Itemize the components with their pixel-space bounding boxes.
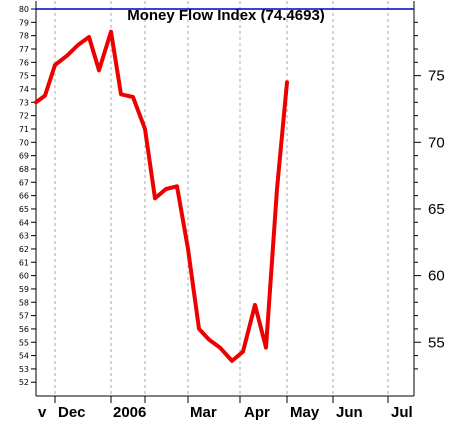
left-tick-label: 57 xyxy=(19,312,29,321)
left-tick-label: 55 xyxy=(19,338,29,347)
left-tick-label: 72 xyxy=(19,112,29,121)
right-tick-label: 75 xyxy=(428,68,445,85)
x-tick-label: Jun xyxy=(336,404,363,421)
right-tick-label: 55 xyxy=(428,334,445,351)
left-tick-label: 79 xyxy=(19,18,29,27)
x-tick-label: Mar xyxy=(190,404,217,421)
left-axis-ticks: 52 53 54 55 56 57 58 59 60 61 62 63 64 65 66 67 68 69 70 71… xyxy=(19,5,36,387)
left-tick-label: 59 xyxy=(19,285,29,294)
left-tick-label: 71 xyxy=(19,125,29,134)
x-tick-label: Dec xyxy=(58,404,86,421)
left-tick-label: 76 xyxy=(19,58,29,67)
chart-title: Money Flow Index (74.4693) xyxy=(127,7,325,24)
right-tick-label: 70 xyxy=(428,134,445,151)
left-tick-label: 63 xyxy=(19,232,29,241)
left-tick-label: 56 xyxy=(19,325,29,334)
right-axis-ticks: 55 60 65 70 75 xyxy=(414,21,445,370)
left-tick-label: 53 xyxy=(19,365,29,374)
x-tick-label: May xyxy=(290,404,320,421)
left-tick-label: 77 xyxy=(19,45,29,54)
plot-area xyxy=(36,1,414,396)
left-tick-label: 74 xyxy=(19,85,29,94)
x-tick-label: Jul xyxy=(391,404,413,421)
left-tick-label: 66 xyxy=(19,192,29,201)
series-line xyxy=(34,29,289,363)
left-tick-label: 78 xyxy=(19,32,29,41)
x-tick-label: 2006 xyxy=(113,404,146,421)
left-tick-label: 75 xyxy=(19,72,29,81)
x-tick-label: v xyxy=(38,404,47,421)
left-tick-label: 69 xyxy=(19,152,29,161)
left-tick-label: 62 xyxy=(19,245,29,254)
left-tick-label: 61 xyxy=(19,258,29,267)
left-tick-label: 65 xyxy=(19,205,29,214)
left-tick-label: 54 xyxy=(19,352,29,361)
left-tick-label: 73 xyxy=(19,98,29,107)
left-tick-label: 68 xyxy=(19,165,29,174)
right-tick-label: 60 xyxy=(428,268,445,285)
x-tick-label: Apr xyxy=(244,404,270,421)
left-tick-label: 52 xyxy=(19,378,29,387)
right-tick-label: 65 xyxy=(428,201,445,218)
left-tick-label: 80 xyxy=(19,5,29,14)
left-tick-label: 58 xyxy=(19,298,29,307)
left-tick-label: 60 xyxy=(19,272,29,281)
left-tick-label: 70 xyxy=(19,138,29,147)
x-axis-ticks: v Dec 2006 Mar Apr May Jun Jul xyxy=(38,396,413,421)
left-tick-label: 64 xyxy=(19,218,29,227)
left-tick-label: 67 xyxy=(19,178,29,187)
